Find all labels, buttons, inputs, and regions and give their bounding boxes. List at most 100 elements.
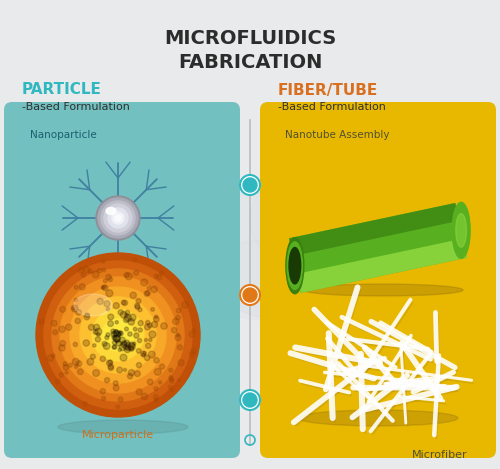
Circle shape (160, 323, 167, 329)
Circle shape (60, 277, 176, 393)
Circle shape (144, 324, 150, 330)
Circle shape (70, 287, 166, 383)
Circle shape (96, 337, 100, 342)
Circle shape (138, 308, 142, 312)
Circle shape (111, 329, 116, 333)
Circle shape (106, 308, 110, 311)
Circle shape (118, 348, 122, 351)
Circle shape (106, 290, 113, 297)
Circle shape (128, 345, 134, 350)
Circle shape (157, 275, 162, 280)
Circle shape (100, 389, 105, 394)
Circle shape (146, 320, 150, 325)
Circle shape (101, 286, 104, 289)
Polygon shape (289, 203, 467, 293)
Circle shape (140, 351, 146, 356)
Circle shape (135, 305, 140, 310)
Circle shape (148, 323, 152, 328)
Circle shape (104, 378, 110, 383)
Circle shape (60, 306, 66, 312)
Circle shape (154, 315, 158, 318)
Circle shape (124, 347, 130, 353)
Circle shape (102, 268, 106, 272)
Circle shape (106, 333, 110, 337)
Circle shape (130, 292, 136, 298)
Circle shape (96, 196, 140, 240)
Circle shape (117, 367, 122, 373)
Circle shape (136, 348, 141, 353)
Circle shape (136, 389, 142, 395)
Circle shape (88, 269, 92, 273)
Circle shape (102, 341, 107, 346)
Circle shape (92, 344, 96, 347)
Circle shape (97, 298, 103, 304)
Text: Nanoparticle: Nanoparticle (30, 130, 97, 140)
Circle shape (93, 330, 98, 334)
Circle shape (148, 338, 152, 341)
Circle shape (108, 365, 114, 371)
Circle shape (178, 360, 184, 366)
Circle shape (79, 284, 85, 290)
Circle shape (63, 364, 68, 370)
Circle shape (80, 297, 156, 373)
Circle shape (148, 286, 151, 290)
Circle shape (39, 319, 44, 324)
Circle shape (120, 354, 127, 361)
Circle shape (66, 324, 72, 330)
Circle shape (84, 266, 90, 273)
Circle shape (125, 310, 130, 315)
Circle shape (36, 253, 200, 417)
Circle shape (148, 351, 155, 358)
Circle shape (74, 286, 78, 289)
Circle shape (148, 379, 153, 385)
Circle shape (116, 332, 121, 336)
Text: -Based Formulation: -Based Formulation (278, 102, 386, 112)
Circle shape (113, 381, 118, 386)
Polygon shape (289, 203, 459, 256)
Ellipse shape (303, 284, 463, 296)
Circle shape (120, 344, 126, 351)
Circle shape (122, 300, 128, 305)
Circle shape (138, 320, 143, 325)
Circle shape (102, 396, 105, 401)
Circle shape (152, 321, 158, 328)
Circle shape (125, 273, 132, 280)
Circle shape (108, 321, 114, 326)
FancyBboxPatch shape (260, 102, 496, 458)
Circle shape (189, 331, 195, 337)
Circle shape (116, 340, 121, 346)
Circle shape (154, 317, 159, 322)
Circle shape (106, 274, 112, 280)
Circle shape (170, 388, 173, 392)
Circle shape (168, 385, 172, 389)
Circle shape (116, 405, 119, 408)
Text: Nanotube Assembly: Nanotube Assembly (285, 130, 390, 140)
Circle shape (134, 303, 140, 308)
Circle shape (182, 302, 188, 308)
Circle shape (44, 261, 192, 409)
Circle shape (101, 201, 135, 235)
Circle shape (169, 377, 173, 381)
Circle shape (134, 371, 140, 377)
Circle shape (243, 288, 257, 302)
Circle shape (177, 345, 182, 350)
Circle shape (52, 320, 57, 326)
Circle shape (74, 365, 78, 369)
Circle shape (90, 354, 96, 359)
Circle shape (114, 331, 121, 337)
Polygon shape (296, 239, 467, 293)
Circle shape (154, 398, 158, 402)
Circle shape (78, 268, 84, 273)
Circle shape (108, 360, 112, 364)
Circle shape (138, 328, 142, 332)
Text: FABRICATION: FABRICATION (178, 53, 322, 71)
Circle shape (134, 327, 137, 331)
Circle shape (72, 358, 79, 365)
Circle shape (76, 310, 82, 315)
Text: MICROFLUIDICS: MICROFLUIDICS (164, 29, 336, 47)
Circle shape (144, 355, 150, 361)
Circle shape (176, 308, 181, 313)
Circle shape (144, 291, 150, 296)
Circle shape (118, 331, 122, 334)
Circle shape (83, 340, 89, 346)
